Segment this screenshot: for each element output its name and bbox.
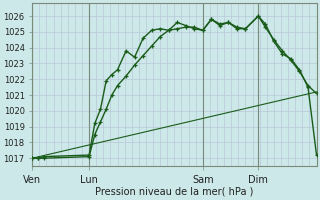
X-axis label: Pression niveau de la mer( hPa ): Pression niveau de la mer( hPa ) xyxy=(95,187,253,197)
